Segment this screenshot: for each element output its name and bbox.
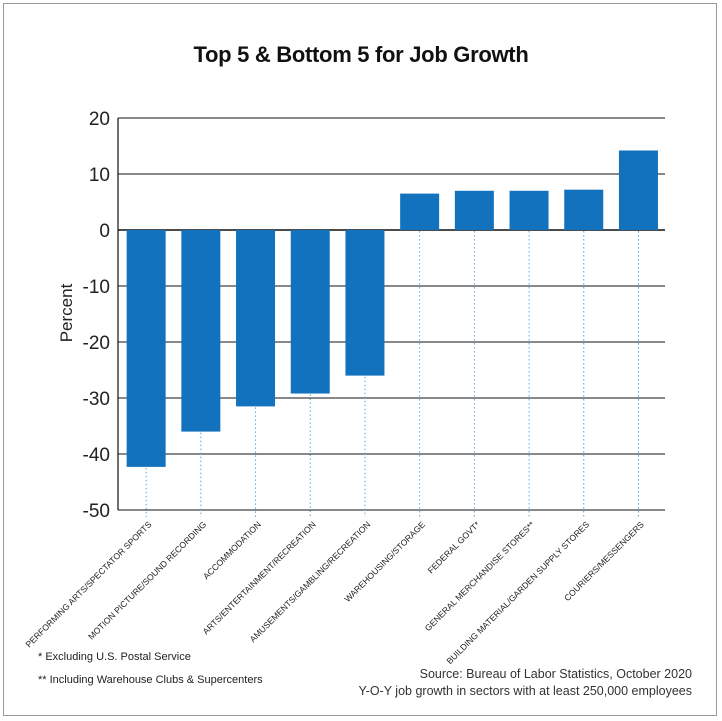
x-tick-label: ARTS/ENTERTAINMENT/RECREATION xyxy=(201,519,318,636)
y-tick-label: -20 xyxy=(83,333,110,354)
y-tick-label: 0 xyxy=(99,221,110,242)
y-axis-label: Percent xyxy=(57,283,76,342)
x-tick-label: MOTION PICTURE/SOUND RECORDING xyxy=(86,519,208,641)
y-tick-label: 10 xyxy=(89,165,110,186)
source-line: Source: Bureau of Labor Statistics, Octo… xyxy=(419,667,692,681)
y-tick-label: -50 xyxy=(83,501,110,522)
x-tick-label: PERFORMING ARTS/SPECTATOR SPORTS xyxy=(23,519,153,649)
bar-9 xyxy=(618,150,658,230)
bar-1 xyxy=(181,230,221,432)
bar-4 xyxy=(345,230,385,376)
bar-6 xyxy=(454,190,494,230)
bar-2 xyxy=(236,230,276,407)
x-tick-label: GENERAL MERCHANDISE STORES** xyxy=(423,519,537,633)
x-tick-label: AMUSEMENTS/GAMBLING/RECREATION xyxy=(248,519,373,644)
footnote-including-warehouse: ** Including Warehouse Clubs & Supercent… xyxy=(38,674,263,686)
y-tick-label: 20 xyxy=(89,109,110,130)
x-tick-label: ACCOMMODATION xyxy=(201,519,263,581)
y-tick-labels: 20 10 0 -10 -20 -30 -40 -50 xyxy=(83,109,110,522)
chart-title: Top 5 & Bottom 5 for Job Growth xyxy=(193,42,529,67)
leader-lines xyxy=(145,231,639,517)
footnote-excluding-postal: * Excluding U.S. Postal Service xyxy=(38,651,191,663)
bar-3 xyxy=(290,230,330,394)
bar-8 xyxy=(564,189,604,230)
bar-5 xyxy=(400,193,440,230)
x-tick-label: FEDERAL GOVT* xyxy=(426,519,483,576)
y-tick-label: -40 xyxy=(83,445,110,466)
bar-7 xyxy=(509,190,549,230)
y-tick-label: -30 xyxy=(83,389,110,410)
bars xyxy=(126,150,658,467)
bar-0 xyxy=(126,230,166,467)
y-tick-label: -10 xyxy=(83,277,110,298)
source-description: Y-O-Y job growth in sectors with at leas… xyxy=(358,684,692,698)
